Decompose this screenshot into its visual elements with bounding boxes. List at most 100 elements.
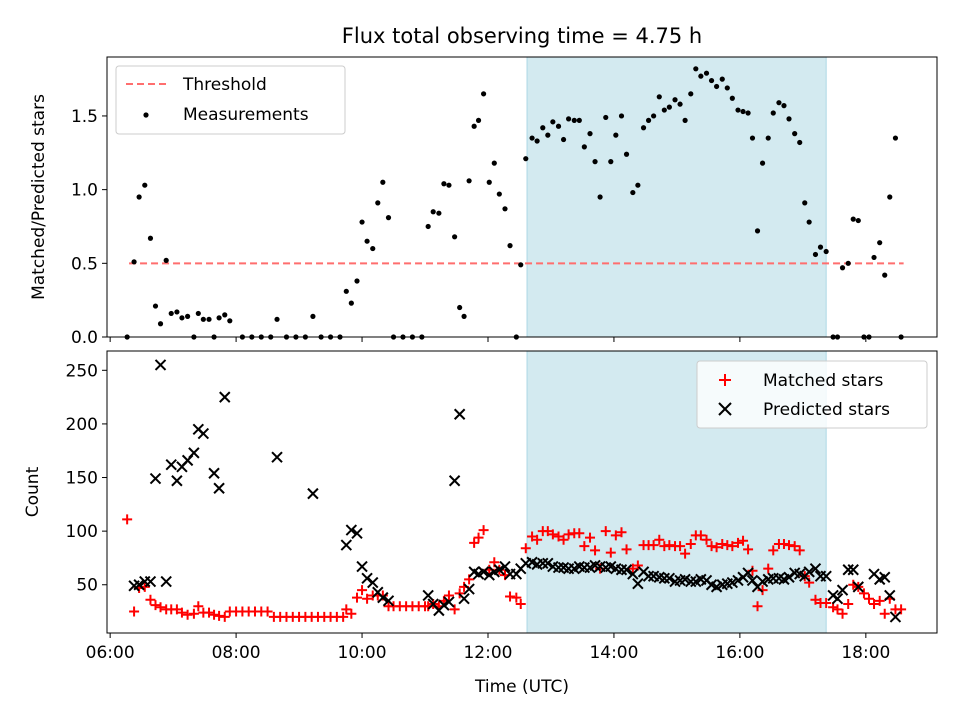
predicted-star-point (367, 576, 379, 589)
predicted-star-point (382, 595, 395, 607)
top-y-tick-label: 0.5 (71, 254, 98, 274)
matched-star-point (632, 560, 643, 571)
matched-star-point (262, 606, 273, 617)
legend-measurements-label: Measurements (183, 105, 309, 125)
matched-star-point (675, 541, 686, 552)
measurement-point (168, 310, 174, 317)
matched-star-point (600, 526, 611, 537)
matched-star-point (794, 545, 805, 556)
bottom-y-tick-label: 150 (66, 469, 98, 489)
measurement-point (457, 304, 463, 311)
measurement-point (698, 73, 704, 79)
predicted-star-point (307, 487, 319, 500)
measurement-point (466, 178, 472, 184)
predicted-star-point (188, 447, 200, 459)
measurement-point (792, 131, 798, 137)
measurement-point (603, 114, 609, 121)
bottom-y-tick-label: 250 (66, 361, 98, 381)
predicted-star-point (453, 408, 466, 420)
matched-star-point (585, 532, 596, 543)
matched-star-point (542, 526, 553, 537)
top-x-axis-ticks (109, 337, 867, 342)
legend-measurements-swatch (143, 112, 149, 118)
predicted-star-point (356, 560, 368, 573)
bottom-legend-box (696, 360, 928, 429)
top-y-axis-label: Matched/Predicted stars (29, 94, 49, 300)
predicted-star-point (160, 575, 172, 588)
predicted-star-point (542, 557, 554, 570)
predicted-star-point (842, 564, 854, 576)
matched-star-point (547, 529, 558, 540)
matched-star-point (515, 599, 526, 610)
predicted-star-point (632, 577, 644, 590)
matched-star-point (532, 534, 543, 545)
matched-star-point (763, 563, 774, 574)
measurement-point (142, 182, 148, 188)
measurement-point (486, 179, 492, 185)
matched-star-point (810, 594, 821, 605)
bottom-plot-frame (106, 350, 938, 634)
matched-star-point (362, 593, 373, 604)
measurement-point (666, 104, 672, 110)
matched-star-point (701, 534, 712, 545)
measurement-point (523, 156, 529, 162)
matched-star-point (574, 528, 585, 539)
matched-star-point (706, 541, 717, 552)
matched-star-point (579, 541, 590, 552)
measurement-point (597, 194, 603, 200)
matched-star-point (616, 527, 627, 538)
predicted-star-point (852, 581, 864, 593)
measurement-point (672, 97, 678, 103)
measurement-point (571, 117, 577, 123)
measurement-point (425, 223, 431, 230)
matched-star-point (874, 595, 885, 606)
predicted-star-point (803, 566, 815, 578)
matched-star-point (204, 607, 215, 618)
predicted-star-point (213, 482, 225, 494)
measurement-point (839, 265, 846, 271)
predicted-star-point (149, 472, 162, 485)
predicted-star-point (552, 561, 565, 574)
measurement-point (152, 303, 159, 309)
measurement-point (765, 135, 771, 141)
measurement-point (163, 257, 169, 263)
legend-predicted-swatch (718, 402, 732, 416)
matched-star-point (879, 608, 890, 619)
x-tick-label: 16:00 (715, 643, 764, 663)
bottom-legend: Matched stars Predicted stars (696, 360, 928, 429)
measurement-point (651, 113, 657, 119)
legend-threshold-label: Threshold (182, 75, 267, 95)
predicted-star-point (351, 527, 363, 539)
top-y-tick-label: 1.0 (71, 181, 98, 201)
measurement-point (185, 313, 191, 319)
top-legend: Threshold Measurements (115, 65, 346, 135)
matched-star-point (685, 539, 696, 550)
measurement-point (882, 272, 888, 278)
matched-star-point (171, 604, 182, 615)
top-panel: 0.0 0.5 1.0 1.5 Matched/Predicted stars Thr… (29, 56, 938, 348)
matched-star-point (553, 531, 564, 542)
matched-star-point (129, 606, 140, 617)
measurement-point (496, 191, 502, 197)
legend-predicted-label: Predicted stars (763, 400, 890, 420)
predicted-star-point (377, 591, 389, 604)
measurement-point (719, 76, 725, 82)
measurement-point (576, 117, 582, 123)
measurement-point (343, 288, 349, 294)
measurement-point (446, 182, 452, 188)
predicted-star-point (627, 568, 639, 580)
measurement-point (179, 315, 185, 321)
matched-star-point (473, 532, 484, 543)
matched-star-point (695, 530, 706, 541)
measurement-point (892, 135, 899, 141)
measurement-point (195, 310, 201, 317)
measurement-point (806, 219, 812, 225)
predicted-star-point (879, 571, 891, 583)
measurement-point (227, 318, 233, 324)
matched-star-point (505, 591, 516, 602)
chart-title: Flux total observing time = 4.75 h (342, 24, 702, 48)
measurement-point (507, 243, 513, 249)
measurement-point (630, 189, 636, 196)
measurement-point (540, 125, 546, 131)
predicted-star-point (154, 359, 167, 371)
